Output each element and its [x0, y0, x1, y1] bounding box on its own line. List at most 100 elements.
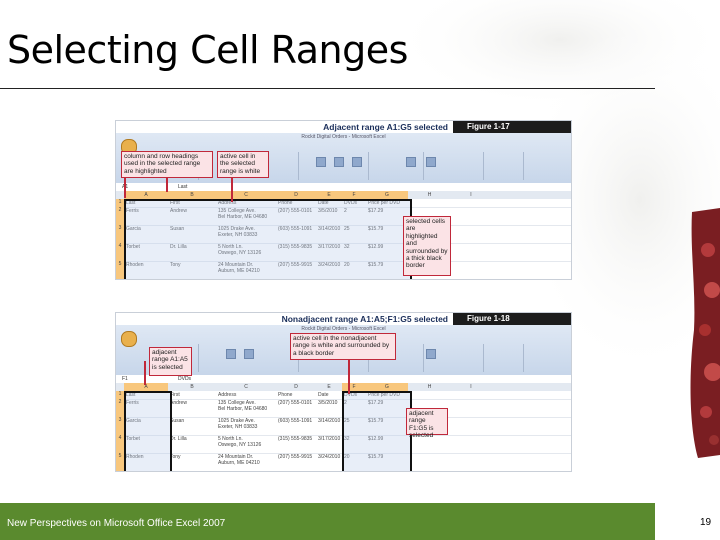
table-cell[interactable]: $17.29 [368, 208, 384, 214]
table-cell[interactable]: Phone [278, 392, 293, 398]
column-header[interactable]: H [427, 192, 432, 198]
table-row[interactable]: 4 Torbet Dr. Lilla 5 North Ln. Oswego, NY 1… [116, 243, 571, 262]
row-header[interactable]: 1 [116, 199, 124, 207]
table-cell[interactable]: Tony [170, 454, 181, 460]
row-header[interactable]: 4 [116, 435, 124, 453]
table-cell[interactable]: Susan [170, 226, 185, 232]
find-select-icon[interactable] [426, 157, 436, 167]
table-cell[interactable]: (207) 555-0101 [278, 208, 313, 214]
office-button-icon[interactable] [121, 331, 137, 347]
column-header[interactable]: A [124, 383, 168, 391]
table-cell[interactable]: Date [318, 200, 329, 206]
column-header[interactable]: C [216, 191, 276, 199]
table-cell[interactable]: 3/5/2010 [318, 400, 338, 406]
table-row[interactable]: 3 Garcia Susan 1025 Drake Ave. Exeter, NH 0… [116, 225, 571, 244]
bold-icon[interactable] [226, 349, 236, 359]
table-cell[interactable]: Dr. Lilla [170, 436, 187, 442]
table-cell[interactable]: 20 [344, 454, 350, 460]
column-header[interactable]: H [427, 384, 432, 390]
column-header[interactable]: G [366, 191, 408, 199]
table-cell[interactable]: (315) 555-9835 [278, 436, 313, 442]
table-cell[interactable]: Torbet [126, 436, 140, 442]
formula-input[interactable]: Last [178, 184, 188, 190]
table-cell[interactable]: 3/17/2010 [318, 244, 341, 250]
table-cell[interactable]: Last [126, 392, 136, 398]
table-cell[interactable]: Rhoden [126, 454, 144, 460]
align-icon[interactable] [244, 349, 254, 359]
table-cell[interactable]: $15.79 [368, 418, 384, 424]
table-cell[interactable]: 5 North Ln. Oswego, NY 13126 [218, 436, 262, 448]
conditional-format-icon[interactable] [316, 157, 326, 167]
table-cell[interactable]: 3/24/2010 [318, 262, 341, 268]
formula-input[interactable]: DVDs [178, 376, 192, 382]
table-cell[interactable]: (207) 555-9915 [278, 262, 313, 268]
table-row[interactable]: 2 Ferris Andrew 135 College Ave. Bel Harbor… [116, 207, 571, 226]
table-cell[interactable]: 135 College Ave. Bel Harbor, ME 04680 [218, 400, 268, 412]
worksheet-grid[interactable]: 1 Last First Address Phone Date DVDs Price per … [116, 199, 571, 279]
cell-styles-icon[interactable] [352, 157, 362, 167]
table-cell[interactable]: Address [218, 392, 237, 398]
name-box[interactable]: F1 [122, 376, 128, 382]
table-cell[interactable]: 3/17/2010 [318, 436, 341, 442]
row-header[interactable]: 3 [116, 417, 124, 435]
table-row[interactable]: 5 Rhoden Tony 24 Mountain Dr. Auburn, ME 04… [116, 261, 571, 279]
table-cell[interactable]: 32 [344, 436, 350, 442]
row-header[interactable]: 1 [116, 391, 124, 399]
table-cell[interactable]: 1025 Drake Ave. Exeter, NH 03833 [218, 226, 258, 238]
column-header[interactable]: I [470, 384, 472, 390]
table-cell[interactable]: Susan [170, 418, 185, 424]
table-cell[interactable]: $12.99 [368, 436, 384, 442]
table-cell[interactable]: (603) 555-1091 [278, 418, 313, 424]
row-header[interactable]: 4 [116, 243, 124, 261]
table-cell[interactable]: Dr. Lilla [170, 244, 187, 250]
column-header[interactable]: B [190, 384, 194, 390]
table-cell[interactable]: Phone [278, 200, 293, 206]
table-cell[interactable]: 2 [344, 208, 347, 214]
table-cell[interactable]: 3/5/2010 [318, 208, 338, 214]
table-cell[interactable]: Torbet [126, 244, 140, 250]
table-cell[interactable]: (315) 555-9835 [278, 244, 313, 250]
table-cell[interactable]: Last [126, 200, 136, 206]
table-cell[interactable]: 24 Mountain Dr. Auburn, ME 04210 [218, 454, 260, 466]
column-header[interactable]: I [470, 192, 472, 198]
table-cell[interactable]: 25 [344, 418, 350, 424]
table-cell[interactable]: First [170, 392, 180, 398]
table-row[interactable]: 5 Rhoden Tony 24 Mountain Dr. Auburn, ME 04… [116, 453, 571, 471]
table-cell[interactable]: 3/14/2010 [318, 226, 341, 232]
table-cell[interactable]: 2 [344, 400, 347, 406]
column-header[interactable]: F [342, 383, 366, 391]
table-cell[interactable]: First [170, 200, 180, 206]
column-header[interactable]: E [327, 384, 331, 390]
row-header[interactable]: 3 [116, 225, 124, 243]
table-row[interactable]: 1 Last First Address Phone Date DVDs Price per … [116, 199, 571, 208]
table-cell[interactable]: Andrew [170, 208, 187, 214]
table-cell[interactable]: Andrew [170, 400, 187, 406]
table-cell[interactable]: $17.29 [368, 400, 384, 406]
column-header[interactable]: D [294, 384, 298, 390]
format-table-icon[interactable] [334, 157, 344, 167]
table-cell[interactable]: 25 [344, 226, 350, 232]
table-cell[interactable]: $15.79 [368, 262, 384, 268]
table-cell[interactable]: Address [218, 200, 237, 206]
column-header[interactable]: G [366, 383, 408, 391]
table-cell[interactable]: Price per DVD [368, 392, 400, 398]
table-cell[interactable]: 24 Mountain Dr. Auburn, ME 04210 [218, 262, 260, 274]
table-cell[interactable]: 20 [344, 262, 350, 268]
table-cell[interactable]: $15.79 [368, 454, 384, 460]
table-cell[interactable]: 135 College Ave. Bel Harbor, ME 04680 [218, 208, 268, 220]
column-header[interactable]: D [276, 191, 316, 199]
table-cell[interactable]: Garcia [126, 226, 141, 232]
table-cell[interactable]: 3/24/2010 [318, 454, 341, 460]
column-header[interactable]: A [124, 191, 168, 199]
row-header[interactable]: 5 [116, 453, 124, 471]
table-cell[interactable]: DVDs [344, 392, 358, 398]
row-header[interactable]: 2 [116, 207, 124, 225]
table-cell[interactable]: DVDs [344, 200, 358, 206]
sort-filter-icon[interactable] [406, 157, 416, 167]
table-cell[interactable]: 32 [344, 244, 350, 250]
table-cell[interactable]: $12.99 [368, 244, 384, 250]
table-cell[interactable]: 1025 Drake Ave. Exeter, NH 03833 [218, 418, 258, 430]
table-cell[interactable]: Ferris [126, 208, 139, 214]
table-cell[interactable]: Tony [170, 262, 181, 268]
table-cell[interactable]: Price per DVD [368, 200, 400, 206]
